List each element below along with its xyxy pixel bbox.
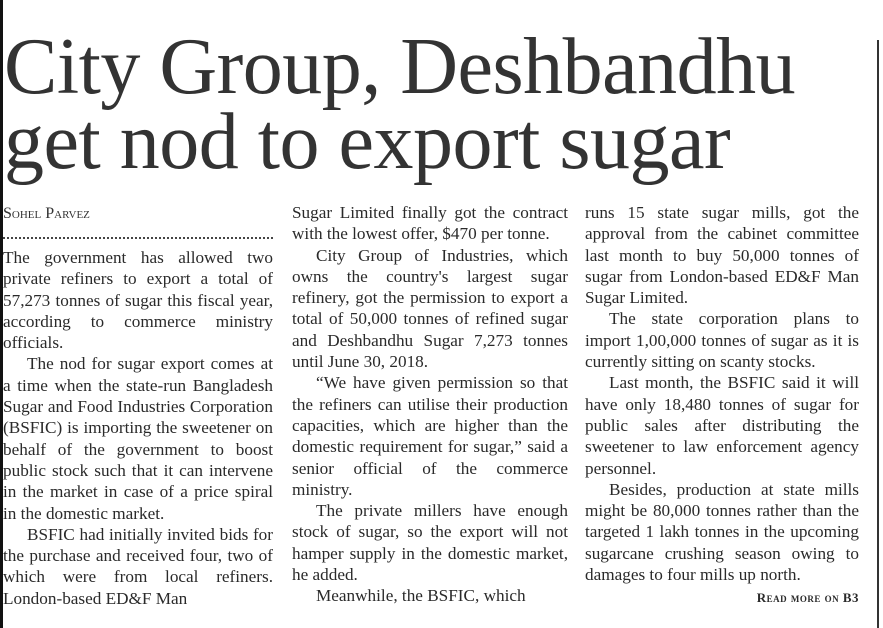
article-column-2: Sugar Limited finally got the contract w… xyxy=(292,202,568,607)
paragraph: runs 15 state sugar mills, got the appro… xyxy=(585,203,859,308)
paragraph: The private millers have enough stock of… xyxy=(292,501,568,585)
paragraph: Last month, the BSFIC said it will have … xyxy=(585,373,859,478)
paragraph: Meanwhile, the BSFIC, which xyxy=(316,586,526,606)
paragraph: BSFIC had initially invited bids for the… xyxy=(3,524,273,608)
dotted-divider xyxy=(3,227,273,239)
headline: City Group, Deshbandhu get nod to export… xyxy=(4,27,883,182)
byline: Sohel Parvez xyxy=(3,205,90,222)
headline-line-1: City Group, Deshbandhu xyxy=(4,23,796,111)
paragraph: Sugar Limited finally got the contract w… xyxy=(292,203,568,244)
left-border xyxy=(0,0,3,628)
article-column-1: Sohel Parvez The government has allowed … xyxy=(3,202,273,609)
article-column-3: runs 15 state sugar mills, got the appro… xyxy=(585,202,859,609)
paragraph: “We have given permission so that the re… xyxy=(292,373,568,499)
paragraph: The state corporation plans to import 1,… xyxy=(585,309,859,372)
paragraph: City Group of Industries, which owns the… xyxy=(292,245,568,372)
read-more-link[interactable]: Read more on B3 xyxy=(756,590,859,606)
headline-line-2: get nod to export sugar xyxy=(4,98,731,186)
paragraph: The government has allowed two private r… xyxy=(3,248,273,353)
paragraph: The nod for sugar export comes at a time… xyxy=(3,354,273,523)
column-rule xyxy=(877,40,879,628)
paragraph: Besides, production at state mills might… xyxy=(585,479,859,585)
